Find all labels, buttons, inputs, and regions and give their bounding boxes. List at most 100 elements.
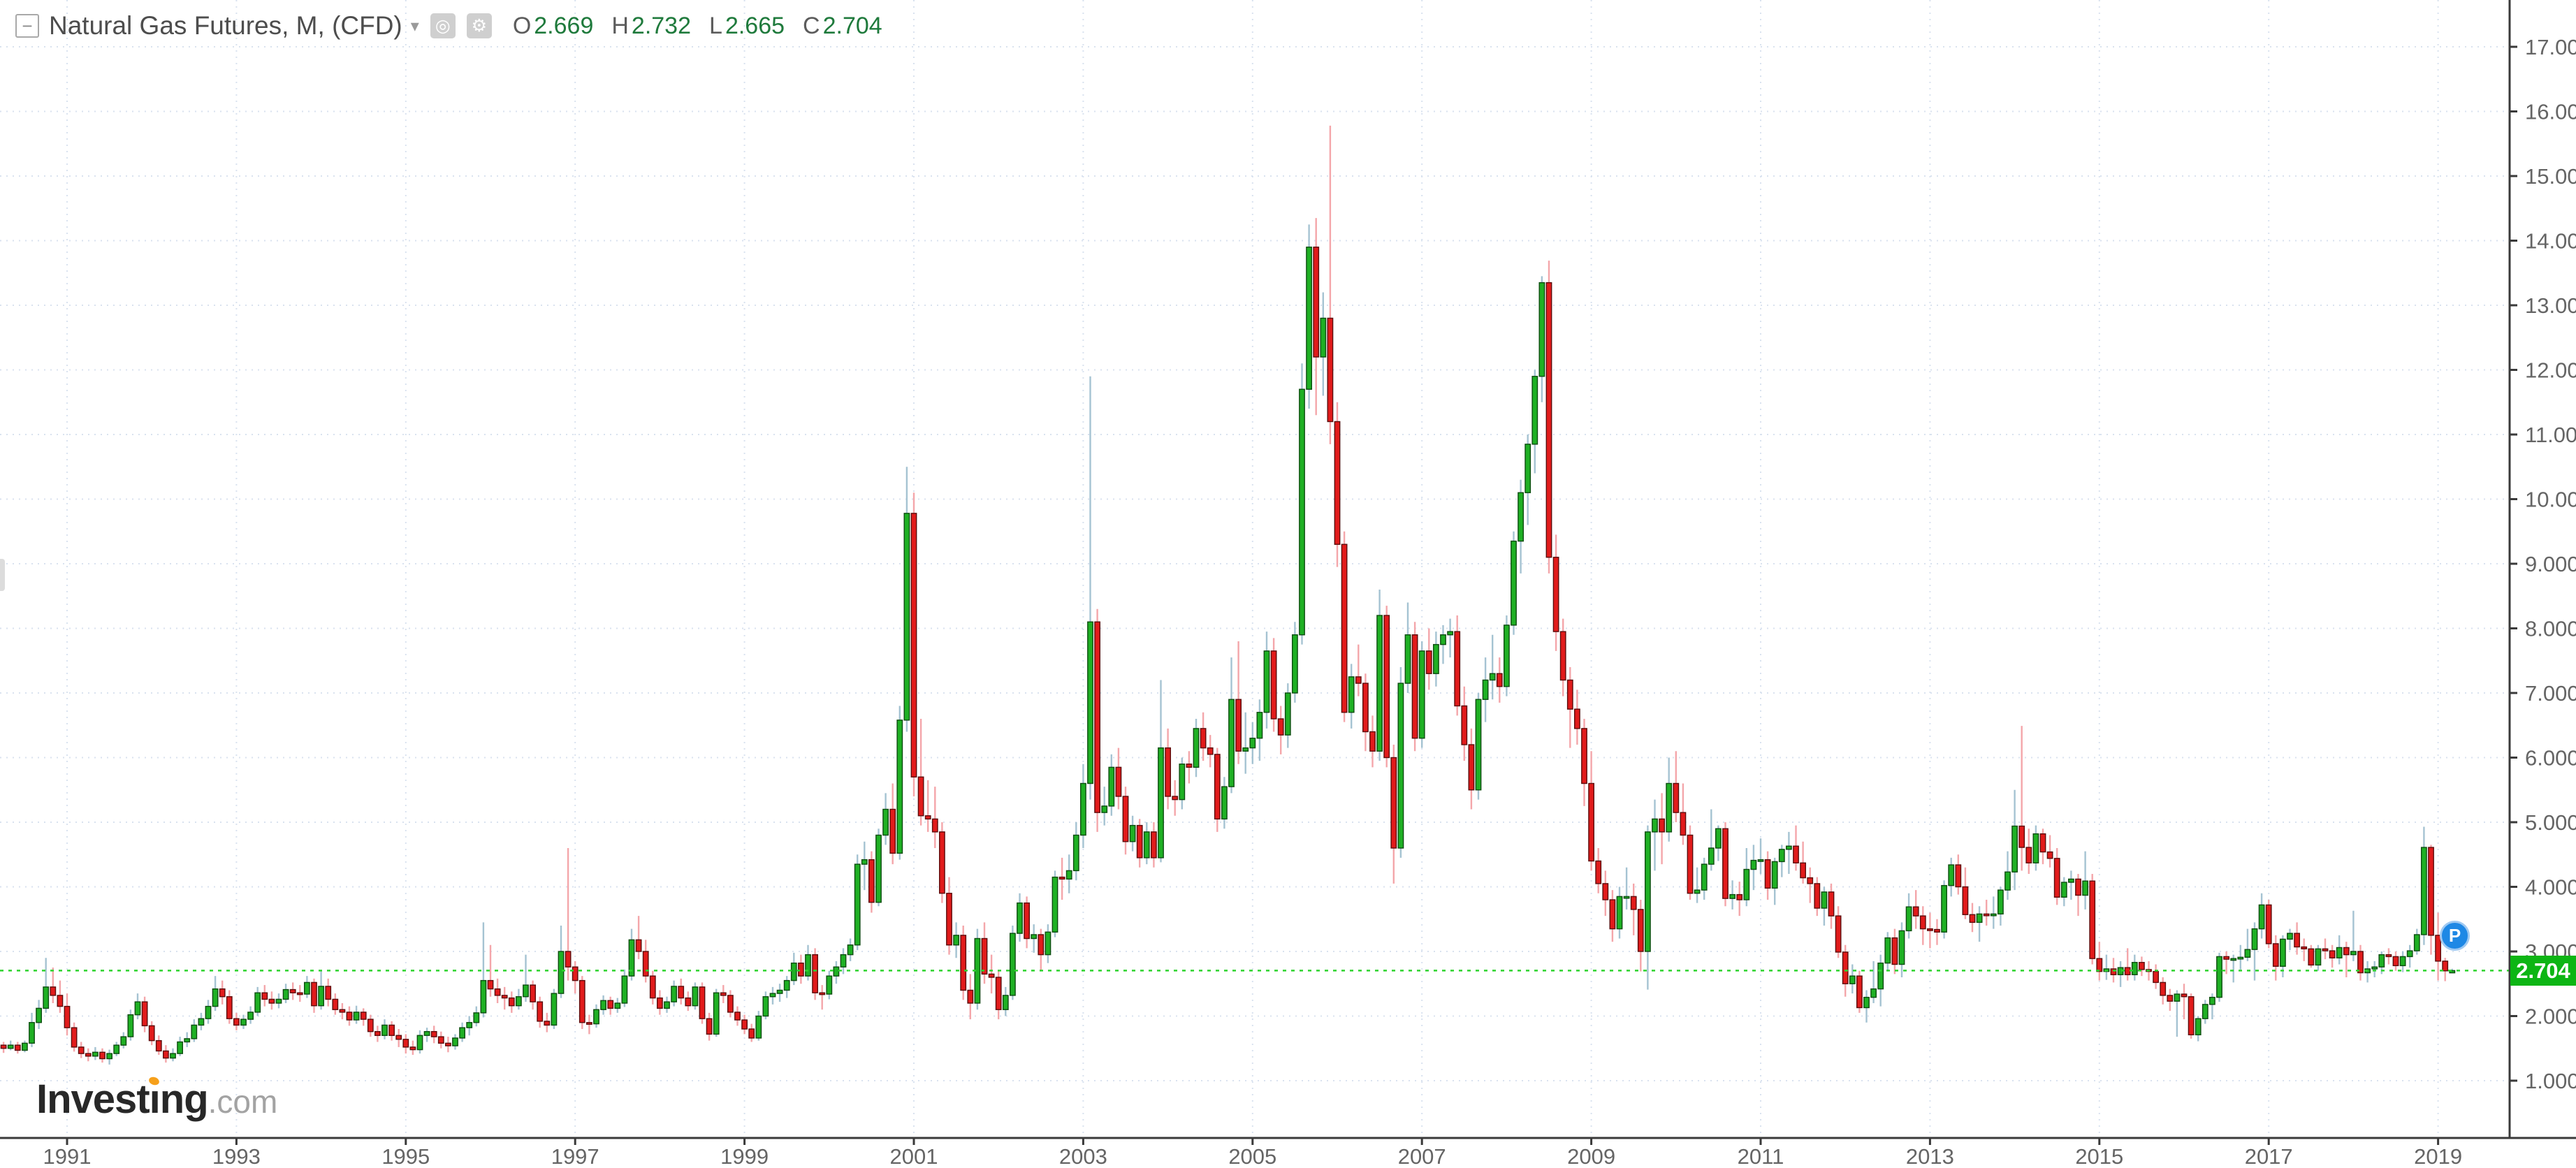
- x-tick-label: 2019: [2414, 1144, 2462, 1168]
- chevron-down-icon[interactable]: ▾: [410, 16, 419, 36]
- candle-body: [1150, 831, 1157, 859]
- candle-body: [1376, 615, 1383, 752]
- open-label: O: [512, 12, 532, 39]
- high-value: 2.732: [631, 12, 692, 39]
- candle-body: [2265, 904, 2272, 944]
- candle-body: [805, 954, 811, 977]
- candle-body: [99, 1051, 105, 1060]
- candle-body: [1623, 896, 1630, 899]
- x-tick-label: 1993: [212, 1144, 261, 1168]
- candle-body: [875, 834, 882, 903]
- candle-body: [1807, 877, 1814, 884]
- candle-body: [1559, 631, 1566, 681]
- x-tick-label: 2009: [1567, 1144, 1615, 1168]
- candle-body: [1877, 962, 1884, 990]
- candle-body: [1418, 650, 1425, 739]
- candle-body: [2032, 833, 2039, 863]
- candle-body: [1588, 782, 1594, 862]
- candle-body: [494, 988, 501, 996]
- candle-body: [1659, 818, 1665, 833]
- candle-body: [1235, 699, 1242, 752]
- y-tick-label: 17.000: [2525, 35, 2576, 59]
- candle-body: [1905, 906, 1912, 932]
- visibility-icon[interactable]: ◎: [430, 13, 456, 38]
- candle-body: [2174, 993, 2181, 1002]
- time-axis[interactable]: [0, 1138, 2576, 1168]
- candle-body: [459, 1027, 466, 1039]
- candle-body: [678, 986, 685, 999]
- y-tick-label: 15.000: [2525, 164, 2576, 189]
- candle-body: [1038, 934, 1045, 956]
- candle-body: [1122, 796, 1129, 842]
- candle-body: [170, 1053, 176, 1059]
- last-price-tag: 2.704: [2510, 956, 2576, 986]
- candle-body: [861, 859, 868, 865]
- candle-body: [1200, 728, 1207, 749]
- candle-body: [769, 993, 776, 998]
- y-tick-label: 7.000: [2525, 681, 2576, 706]
- candle-body: [1341, 543, 1348, 713]
- candle-body: [473, 1012, 480, 1023]
- candle-body: [480, 979, 487, 1014]
- candle-body: [2053, 858, 2060, 898]
- candle-body: [2413, 934, 2420, 951]
- candle-body: [1800, 862, 1806, 879]
- candle-body: [946, 893, 952, 946]
- candle-body: [1079, 782, 1086, 836]
- candle-body: [1729, 893, 1735, 899]
- candle-body: [318, 986, 324, 1007]
- candle-body: [2371, 966, 2378, 970]
- y-tick-label: 1.000: [2525, 1069, 2576, 1093]
- candle-body: [2287, 933, 2293, 940]
- candle-body: [1009, 933, 1016, 996]
- settings-gear-icon[interactable]: ⚙: [466, 13, 492, 38]
- candle-body: [1919, 915, 1926, 930]
- candle-body: [523, 984, 529, 998]
- candle-body: [1821, 891, 1828, 909]
- candle-body: [92, 1051, 99, 1057]
- candle-body: [1496, 673, 1503, 687]
- candle-body: [2039, 833, 2046, 853]
- candle-body: [325, 986, 332, 1000]
- candle-body: [416, 1035, 423, 1051]
- candle-body: [1108, 766, 1115, 807]
- candle-body: [423, 1030, 430, 1036]
- candle-body: [2195, 1018, 2202, 1036]
- candle-body: [1898, 930, 1905, 965]
- y-tick-label: 14.000: [2525, 229, 2576, 254]
- candle-body: [924, 815, 931, 820]
- candle-body: [600, 1000, 607, 1010]
- candle-body: [1207, 747, 1214, 755]
- candle-body: [2244, 949, 2251, 958]
- candle-body: [501, 995, 508, 999]
- collapse-icon[interactable]: −: [15, 14, 39, 38]
- candle-body: [2350, 951, 2357, 956]
- candle-body: [2208, 996, 2215, 1005]
- open-value: 2.669: [534, 12, 594, 39]
- candle-body: [346, 1012, 353, 1021]
- chart-title: Natural Gas Futures, M, (CFD): [49, 11, 402, 40]
- candle-body: [0, 1044, 7, 1049]
- candle-body: [797, 962, 804, 977]
- x-tick-label: 1997: [551, 1144, 599, 1168]
- candle-body: [1581, 728, 1587, 784]
- candle-body: [2399, 956, 2406, 967]
- candle-body: [1531, 376, 1538, 445]
- candle-body: [395, 1035, 402, 1040]
- candle-body: [1101, 805, 1108, 813]
- candle-body: [931, 818, 938, 833]
- candle-body: [289, 988, 296, 993]
- drawing-toolbar-handle[interactable]: [0, 559, 5, 591]
- candle-body: [268, 998, 275, 1004]
- candle-body: [2223, 956, 2229, 960]
- candle-body: [1708, 847, 1715, 865]
- candle-body: [1072, 834, 1079, 872]
- candle-body: [565, 951, 572, 968]
- candle-body: [409, 1046, 416, 1051]
- publication-marker[interactable]: P: [2440, 921, 2470, 951]
- candle-body: [1017, 902, 1023, 934]
- candle-body: [22, 1042, 28, 1051]
- candle-body: [1912, 906, 1919, 917]
